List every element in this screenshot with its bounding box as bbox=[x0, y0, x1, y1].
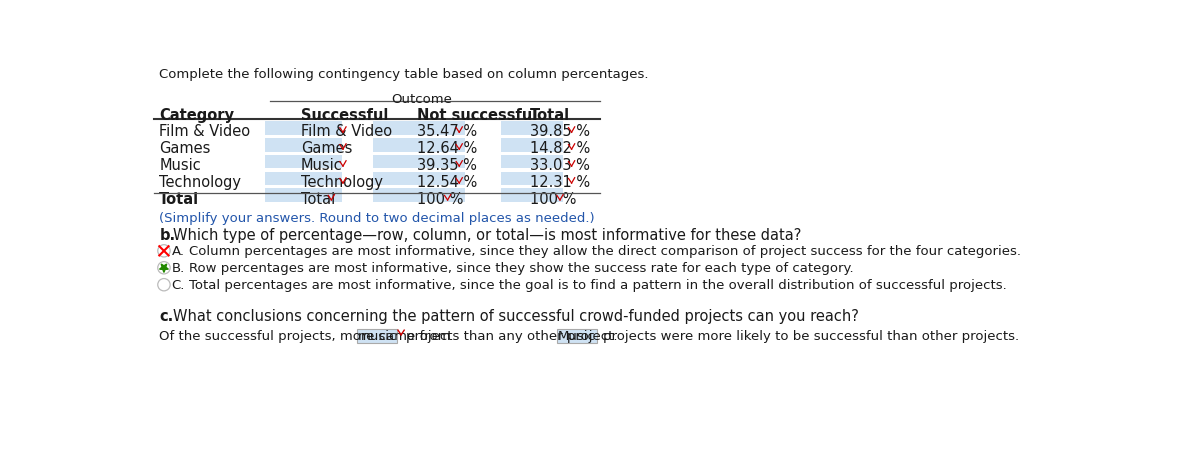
Text: Successful: Successful bbox=[301, 109, 389, 123]
Text: What conclusions concerning the pattern of successful crowd-funded projects can : What conclusions concerning the pattern … bbox=[173, 309, 859, 324]
FancyBboxPatch shape bbox=[373, 138, 464, 152]
Text: 14.82 %: 14.82 % bbox=[529, 141, 590, 156]
Text: 12.64 %: 12.64 % bbox=[418, 141, 478, 156]
Text: c.: c. bbox=[160, 309, 174, 324]
FancyBboxPatch shape bbox=[373, 121, 464, 134]
Text: Outcome: Outcome bbox=[391, 93, 451, 106]
Text: b.: b. bbox=[160, 228, 175, 243]
Text: Technology: Technology bbox=[160, 175, 241, 190]
FancyBboxPatch shape bbox=[502, 172, 563, 185]
FancyBboxPatch shape bbox=[502, 121, 563, 134]
Text: Total: Total bbox=[301, 192, 335, 207]
FancyBboxPatch shape bbox=[265, 188, 342, 202]
FancyBboxPatch shape bbox=[502, 138, 563, 152]
Text: 39.35 %: 39.35 % bbox=[418, 158, 478, 173]
Text: (Simplify your answers. Round to two decimal places as needed.): (Simplify your answers. Round to two dec… bbox=[160, 212, 595, 225]
Text: Which type of percentage—row, column, or total—is most informative for these dat: Which type of percentage—row, column, or… bbox=[173, 228, 802, 243]
Text: Total: Total bbox=[529, 109, 570, 123]
FancyBboxPatch shape bbox=[373, 188, 464, 202]
Text: 100 %: 100 % bbox=[418, 192, 463, 207]
Text: projects were more likely to be successful than other projects.: projects were more likely to be successf… bbox=[602, 330, 1019, 343]
Text: B.: B. bbox=[172, 262, 185, 276]
Text: Complete the following contingency table based on column percentages.: Complete the following contingency table… bbox=[160, 69, 649, 81]
Text: Music: Music bbox=[558, 330, 596, 343]
Text: Film & Video: Film & Video bbox=[160, 124, 251, 139]
FancyBboxPatch shape bbox=[502, 188, 563, 202]
Text: Not successful: Not successful bbox=[418, 109, 538, 123]
Text: Film & Video: Film & Video bbox=[301, 124, 392, 139]
Text: 12.31 %: 12.31 % bbox=[529, 175, 590, 190]
FancyBboxPatch shape bbox=[557, 329, 598, 343]
Text: 33.03 %: 33.03 % bbox=[529, 158, 589, 173]
Text: Technology: Technology bbox=[301, 175, 383, 190]
FancyBboxPatch shape bbox=[373, 154, 464, 168]
Text: A.: A. bbox=[172, 246, 185, 258]
Text: Category: Category bbox=[160, 109, 234, 123]
Text: C.: C. bbox=[172, 279, 185, 292]
FancyBboxPatch shape bbox=[373, 172, 464, 185]
Text: Games: Games bbox=[160, 141, 211, 156]
Text: projects than any other project.: projects than any other project. bbox=[406, 330, 617, 343]
Text: Of the successful projects, more came from: Of the successful projects, more came fr… bbox=[160, 330, 451, 343]
Polygon shape bbox=[160, 264, 168, 272]
Text: Games: Games bbox=[301, 141, 353, 156]
FancyBboxPatch shape bbox=[265, 172, 342, 185]
FancyBboxPatch shape bbox=[265, 138, 342, 152]
Text: 12.54 %: 12.54 % bbox=[418, 175, 478, 190]
FancyBboxPatch shape bbox=[502, 154, 563, 168]
Text: Total percentages are most informative, since the goal is to find a pattern in t: Total percentages are most informative, … bbox=[188, 279, 1007, 292]
Text: Column percentages are most informative, since they allow the direct comparison : Column percentages are most informative,… bbox=[188, 246, 1021, 258]
FancyBboxPatch shape bbox=[265, 121, 342, 134]
FancyBboxPatch shape bbox=[265, 154, 342, 168]
Text: 100 %: 100 % bbox=[529, 192, 576, 207]
Text: Total: Total bbox=[160, 192, 199, 207]
FancyBboxPatch shape bbox=[356, 329, 397, 343]
Text: Row percentages are most informative, since they show the success rate for each : Row percentages are most informative, si… bbox=[188, 262, 853, 276]
Text: Music: Music bbox=[301, 158, 343, 173]
Text: Music: Music bbox=[160, 158, 202, 173]
Text: music: music bbox=[358, 330, 397, 343]
Text: 35.47 %: 35.47 % bbox=[418, 124, 478, 139]
Text: 39.85 %: 39.85 % bbox=[529, 124, 589, 139]
